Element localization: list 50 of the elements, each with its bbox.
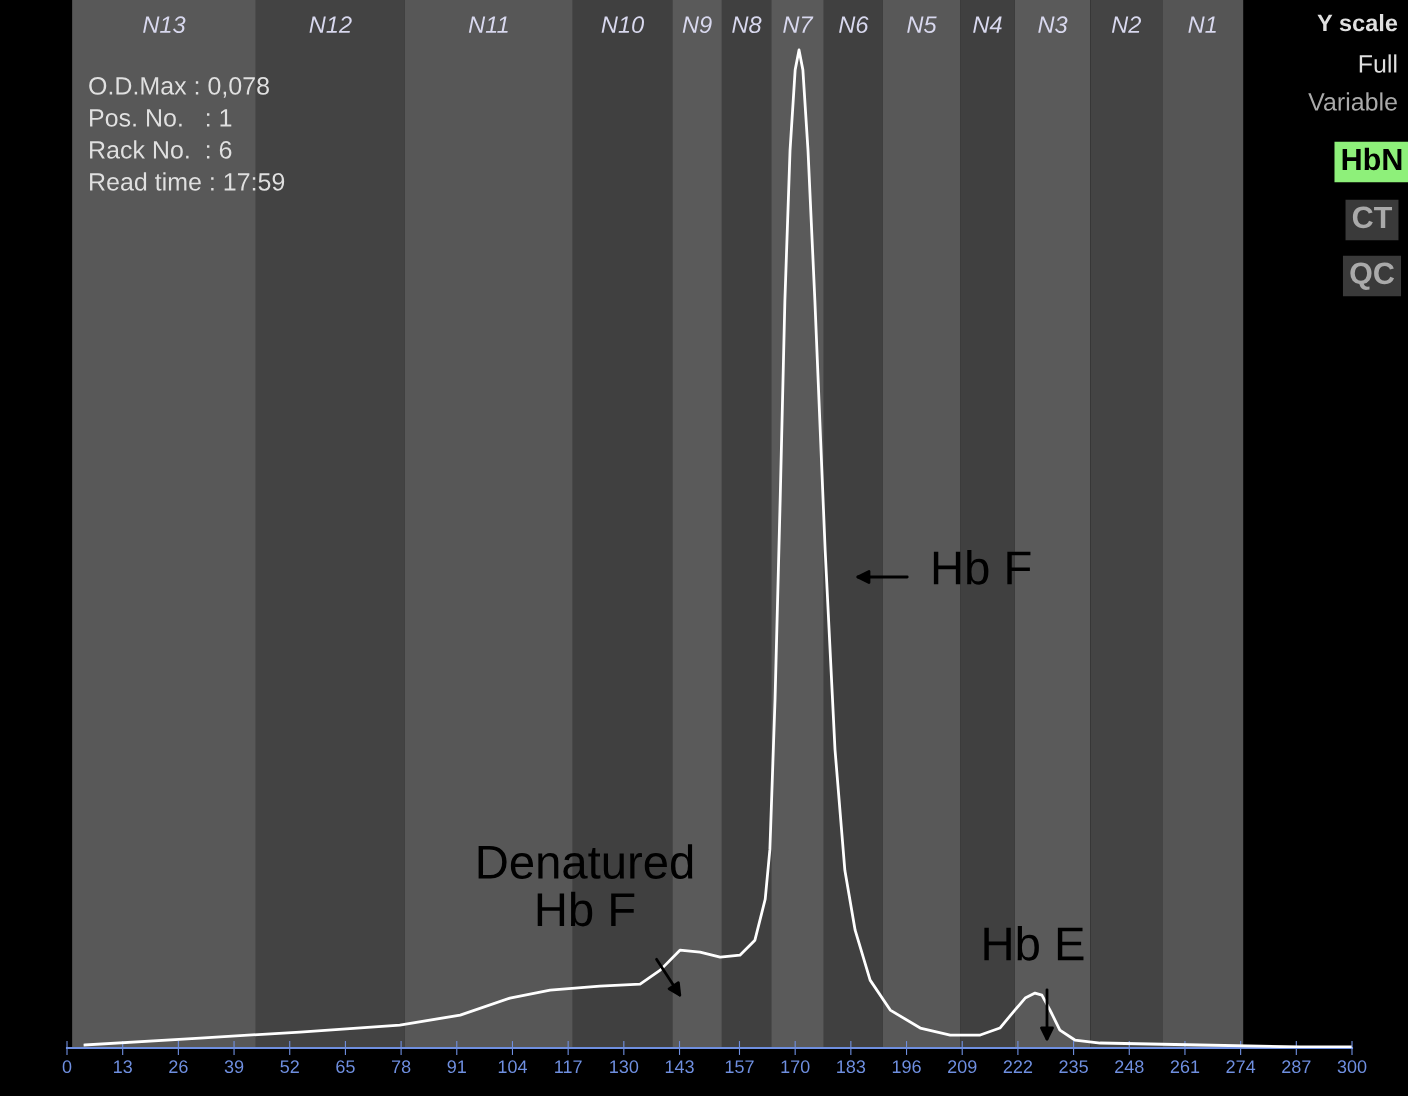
x-tick-label: 0	[62, 1060, 72, 1074]
x-tick-label: 196	[892, 1060, 921, 1074]
x-tick-label: 143	[665, 1060, 694, 1074]
text: Y scale	[1317, 14, 1398, 32]
band-label: N9	[682, 16, 712, 34]
annotation: Hb F	[933, 549, 1031, 585]
x-tick-label: 26	[169, 1060, 188, 1074]
x-tick-label: 117	[555, 1060, 582, 1073]
x-tick-label: 274	[1226, 1060, 1256, 1073]
x-tick-label: 52	[280, 1060, 299, 1074]
x-tick-label: 91	[447, 1060, 466, 1074]
band-label: N5	[907, 16, 937, 34]
x-tick-label: 248	[1115, 1060, 1144, 1074]
band-label: N2	[1111, 16, 1142, 33]
x-tick-label: 183	[837, 1060, 866, 1074]
x-tick-label: 170	[781, 1060, 810, 1074]
annotation: HbN	[1342, 147, 1402, 171]
x-tick-label: 222	[1003, 1060, 1033, 1073]
text: Full	[1359, 54, 1397, 73]
x-tick-label: 235	[1059, 1060, 1088, 1074]
x-tick-label: 13	[114, 1060, 132, 1074]
x-tick-label: 209	[948, 1060, 977, 1074]
band-label: N3	[1038, 16, 1068, 34]
x-tick-label: 65	[336, 1060, 355, 1074]
band-label: N1	[1188, 16, 1216, 33]
x-tick-label: 287	[1282, 1060, 1311, 1074]
x-tick-label: 130	[610, 1060, 639, 1074]
annotation: Denatured Hb F	[478, 844, 693, 927]
text: CT	[1352, 206, 1393, 229]
band-label: N10	[601, 16, 645, 34]
x-tick-label: 300	[1337, 1060, 1367, 1074]
x-tick-label: 261	[1170, 1060, 1200, 1074]
x-tick-label: 157	[725, 1060, 754, 1074]
x-tick-label: 39	[224, 1060, 244, 1074]
band-label: N4	[973, 16, 1002, 33]
band-label: N11	[468, 16, 508, 33]
annotation: QC	[1350, 262, 1395, 290]
annotation: Pos. No. : 1	[90, 109, 232, 127]
x-tick-label: 78	[391, 1060, 411, 1074]
annotation: Read time : 17:59	[90, 172, 285, 191]
annotation: Rack No. : 6	[90, 140, 232, 159]
band-label: N8	[732, 16, 762, 34]
band-label: N12	[309, 16, 352, 33]
annotation: O.D.Max : 0,078	[89, 77, 269, 98]
x-tick-label: 104	[498, 1060, 527, 1074]
annotation: Variable	[1308, 92, 1397, 111]
band-label: N7	[783, 16, 814, 33]
band-label: N13	[143, 16, 186, 34]
annotation: Hb E	[984, 925, 1084, 961]
band-label: N6	[839, 16, 869, 34]
